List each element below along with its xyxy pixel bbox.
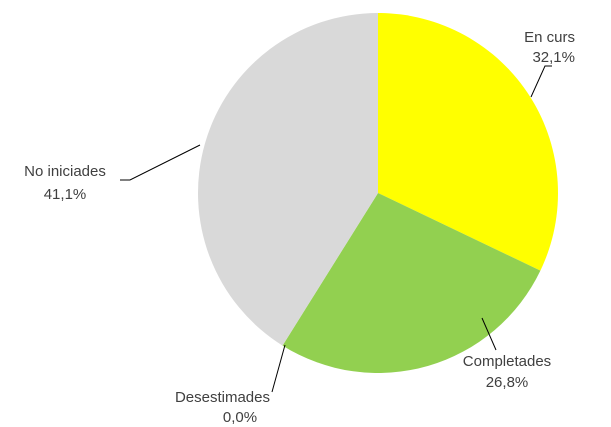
slice-value: 26,8% bbox=[486, 374, 529, 391]
pie-slice bbox=[198, 13, 378, 346]
slice-label: En curs bbox=[524, 29, 575, 46]
leader-line bbox=[481, 317, 497, 351]
slice-value: 32,1% bbox=[532, 49, 575, 66]
slice-label: No iniciades bbox=[24, 163, 106, 180]
slice-label: Desestimades bbox=[175, 389, 270, 406]
leader-line bbox=[271, 344, 286, 393]
leader-line bbox=[530, 65, 552, 98]
leader-line bbox=[120, 144, 201, 181]
slice-value: 41,1% bbox=[44, 186, 87, 203]
slice-label: Completades bbox=[463, 353, 551, 370]
pie-slice bbox=[282, 193, 541, 373]
pie-slice bbox=[378, 13, 558, 271]
slice-value: 0,0% bbox=[223, 409, 257, 426]
